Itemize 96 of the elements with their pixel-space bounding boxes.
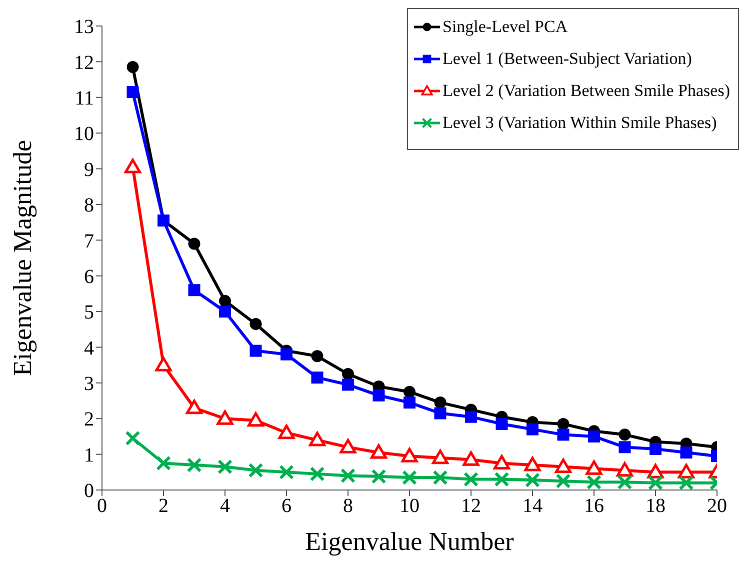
- point: [126, 61, 139, 74]
- point: [465, 410, 477, 423]
- point: [342, 368, 354, 380]
- y-tick-label: 2: [84, 408, 94, 431]
- point: [248, 412, 264, 427]
- point: [404, 396, 416, 409]
- x-tick-label: 4: [220, 495, 230, 518]
- point: [370, 444, 387, 459]
- point: [156, 456, 171, 471]
- x-tick-label: 18: [646, 495, 666, 518]
- point: [219, 294, 231, 307]
- point: [616, 462, 633, 477]
- point: [311, 372, 324, 384]
- point: [678, 464, 694, 478]
- point: [494, 472, 510, 487]
- point: [556, 474, 571, 489]
- point: [250, 318, 262, 330]
- point: [432, 470, 448, 486]
- legend-label: Level 3 (Variation Within Smile Phases): [442, 113, 717, 133]
- point: [248, 462, 264, 478]
- y-tick-label: 9: [84, 158, 94, 181]
- point: [557, 418, 570, 430]
- point: [125, 430, 140, 446]
- point: [311, 350, 324, 362]
- point: [371, 468, 386, 484]
- point: [216, 410, 234, 425]
- point: [218, 459, 232, 474]
- point: [340, 438, 356, 454]
- x-tick-label: 20: [707, 495, 727, 518]
- x-tick-label: 8: [343, 495, 353, 518]
- point: [647, 464, 664, 478]
- point: [219, 306, 231, 318]
- point: [586, 474, 602, 490]
- y-tick-label: 0: [84, 480, 94, 502]
- point: [126, 86, 139, 98]
- point: [464, 472, 478, 487]
- point: [618, 428, 631, 441]
- point: [525, 472, 540, 488]
- x-axis-title: Eigenvalue Number: [305, 527, 514, 556]
- y-tick-label: 12: [74, 52, 94, 74]
- point: [372, 389, 385, 402]
- x-tick-label: 2: [158, 495, 168, 518]
- point: [404, 386, 416, 398]
- y-tick-label: 8: [84, 194, 94, 217]
- y-tick-label: 11: [74, 87, 94, 110]
- y-tick-label: 6: [84, 266, 94, 288]
- y-tick-label: 7: [84, 230, 94, 252]
- point: [617, 474, 632, 490]
- point: [588, 430, 600, 442]
- y-tick-label: 5: [84, 302, 94, 324]
- y-tick-label: 13: [74, 16, 94, 38]
- y-axis-title: Eigenvalue Magnitude: [8, 140, 38, 376]
- point: [432, 450, 448, 464]
- y-tick-label: 1: [84, 444, 94, 466]
- x-tick-label: 16: [584, 495, 604, 518]
- point: [188, 284, 200, 296]
- point: [524, 456, 541, 472]
- point: [250, 344, 262, 357]
- legend-label: Single-Level PCA: [442, 17, 568, 37]
- point: [618, 441, 631, 454]
- point: [155, 356, 172, 372]
- point: [309, 432, 326, 446]
- point: [526, 423, 538, 436]
- point: [186, 458, 202, 473]
- point: [434, 396, 446, 409]
- x-tick-label: 6: [282, 495, 292, 518]
- y-tick-label: 4: [84, 337, 94, 360]
- point: [680, 446, 692, 459]
- point: [280, 348, 292, 360]
- x-tick-label: 12: [461, 495, 481, 518]
- point: [402, 470, 417, 486]
- point: [586, 460, 602, 475]
- point: [496, 418, 508, 430]
- point: [494, 454, 510, 470]
- point: [678, 475, 694, 490]
- legend-label: Level 2 (Variation Between Smile Phases): [442, 81, 730, 101]
- x-tick-label: 10: [400, 495, 420, 518]
- point: [310, 466, 325, 482]
- point: [401, 448, 418, 462]
- point: [650, 442, 662, 455]
- point: [279, 464, 294, 480]
- point: [434, 407, 446, 420]
- point: [342, 378, 354, 391]
- point: [278, 424, 295, 440]
- point: [124, 158, 141, 174]
- point: [555, 458, 572, 474]
- point: [188, 238, 200, 250]
- point: [557, 428, 570, 441]
- y-tick-label: 3: [84, 373, 94, 396]
- point: [648, 475, 663, 490]
- legend-label: Level 1 (Between-Subject Variation): [442, 49, 692, 69]
- x-tick-label: 14: [522, 495, 542, 518]
- point: [340, 468, 356, 484]
- point: [186, 400, 202, 414]
- y-tick-label: 10: [74, 123, 94, 146]
- point: [462, 451, 480, 466]
